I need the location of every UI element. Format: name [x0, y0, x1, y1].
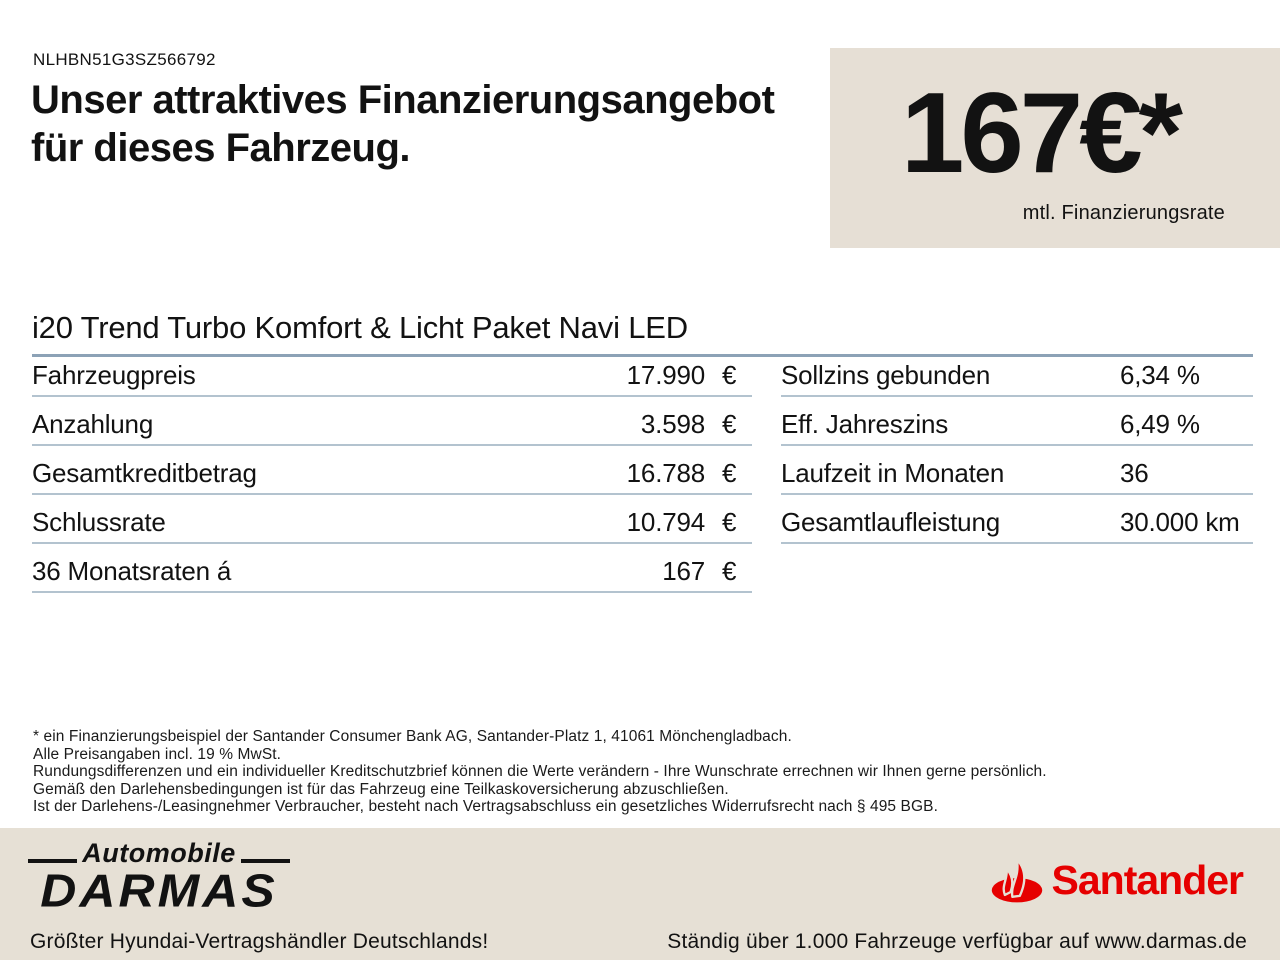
disclaimer-line: Ist der Darlehens-/Leasingnehmer Verbrau… [33, 798, 938, 816]
table-row-schlussrate: Schlussrate 10.794 € [32, 495, 752, 544]
disclaimer: * ein Finanzierungsbeispiel der Santande… [33, 728, 1240, 816]
row-label: Schlussrate [32, 507, 166, 537]
row-label: Anzahlung [32, 409, 154, 439]
disclaimer-line: * ein Finanzierungsbeispiel der Santande… [33, 728, 792, 745]
row-value: 167 [662, 556, 705, 586]
row-label: Sollzins gebunden [781, 360, 991, 390]
table-row-gesamtkreditbetrag: Gesamtkreditbetrag 16.788 € [32, 446, 752, 495]
row-value: 10.794 [626, 507, 706, 537]
row-label: Eff. Jahreszins [781, 409, 949, 439]
table-row-anzahlung: Anzahlung 3.598 € [32, 397, 752, 446]
darmas-automobile-label: Automobile [82, 838, 236, 868]
santander-wordmark: Santander [1051, 856, 1244, 903]
row-value: 6,34 % [1120, 360, 1200, 390]
row-value: 36 [1120, 458, 1149, 488]
row-label: Gesamtkreditbetrag [32, 458, 257, 488]
table-row-gesamtlaufleistung: Gesamtlaufleistung 30.000 km [781, 495, 1253, 544]
website-tagline: Ständig über 1.000 Fahrzeuge verfügbar a… [667, 930, 1247, 953]
page-title-line1: Unser attraktives Finanzierungsangebot [31, 78, 775, 122]
santander-logo: Santander [989, 856, 1244, 904]
row-label: Gesamtlaufleistung [781, 507, 1000, 537]
footer: Automobile DARMAS Größter Hyundai-Vertra… [0, 828, 1280, 960]
darmas-right-line [240, 859, 290, 863]
monthly-rate-box: 167€* mtl. Finanzierungsrate [830, 48, 1280, 248]
finance-table-left-column: Fahrzeugpreis 17.990 € Anzahlung 3.598 €… [32, 348, 752, 593]
row-unit: € [722, 507, 737, 537]
darmas-wordmark: DARMAS [40, 865, 278, 917]
dealer-tagline: Größter Hyundai-Vertragshändler Deutschl… [30, 930, 489, 953]
finance-table: Fahrzeugpreis 17.990 € Anzahlung 3.598 €… [32, 348, 1253, 593]
page-title: Unser attraktives Finanzierungsangebot f… [31, 76, 775, 172]
row-value: 16.788 [626, 458, 706, 488]
disclaimer-line: Alle Preisangaben incl. 19 % MwSt. [33, 745, 282, 763]
monthly-rate-value: 167€* [901, 70, 1183, 197]
row-label: Laufzeit in Monaten [781, 458, 1005, 488]
row-value: 17.990 [626, 360, 706, 390]
table-row-laufzeit: Laufzeit in Monaten 36 [781, 446, 1253, 495]
row-unit: € [722, 409, 737, 439]
disclaimer-line: Gemäß den Darlehensbedingungen ist für d… [33, 780, 729, 798]
row-unit: € [722, 556, 737, 586]
row-unit: € [722, 360, 737, 390]
vin-number: NLHBN51G3SZ566792 [33, 50, 216, 69]
page-title-line2: für dieses Fahrzeug. [31, 126, 410, 170]
finance-table-right-column: Sollzins gebunden 6,34 % Eff. Jahreszins… [781, 348, 1253, 593]
darmas-logo: Automobile DARMAS [28, 840, 290, 918]
disclaimer-line: Rundungsdifferenzen und ein individuelle… [33, 763, 1047, 781]
table-row-fahrzeugpreis: Fahrzeugpreis 17.990 € [32, 348, 752, 397]
table-row-monatsraten: 36 Monatsraten á 167 € [32, 544, 752, 593]
row-value: 3.598 [640, 409, 705, 439]
santander-flame-icon [991, 858, 1042, 903]
row-value: 6,49 % [1120, 409, 1200, 439]
row-label: 36 Monatsraten á [32, 556, 232, 586]
darmas-left-line [28, 859, 78, 863]
table-row-sollzins: Sollzins gebunden 6,34 % [781, 348, 1253, 397]
table-row-jahreszins: Eff. Jahreszins 6,49 % [781, 397, 1253, 446]
darmas-logo-top: Automobile [28, 840, 290, 867]
row-value: 30.000 km [1120, 507, 1240, 537]
row-unit: € [722, 458, 737, 488]
monthly-rate-caption: mtl. Finanzierungsrate [1022, 202, 1225, 224]
vehicle-title: i20 Trend Turbo Komfort & Licht Paket Na… [32, 310, 1253, 357]
row-label: Fahrzeugpreis [32, 360, 196, 390]
